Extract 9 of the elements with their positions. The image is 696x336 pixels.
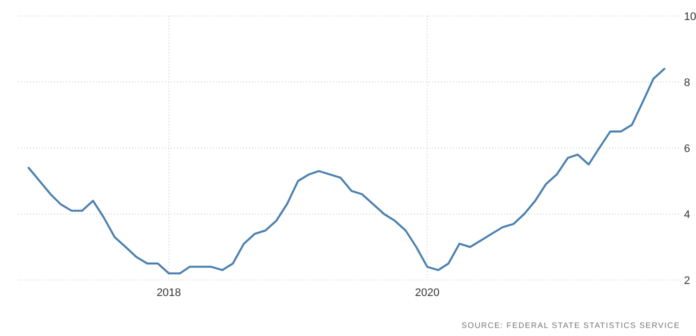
y-tick-label: 2 [684, 274, 690, 287]
source-note: SOURCE: FEDERAL STATE STATISTICS SERVICE [461, 321, 680, 330]
x-tick-label: 2020 [414, 287, 440, 299]
y-tick-label: 4 [684, 208, 690, 221]
x-tick-label: 2018 [156, 287, 182, 299]
y-tick-label: 10 [684, 10, 696, 23]
line-series [28, 68, 666, 274]
y-tick-label: 6 [684, 142, 690, 155]
y-tick-label: 8 [684, 76, 690, 89]
